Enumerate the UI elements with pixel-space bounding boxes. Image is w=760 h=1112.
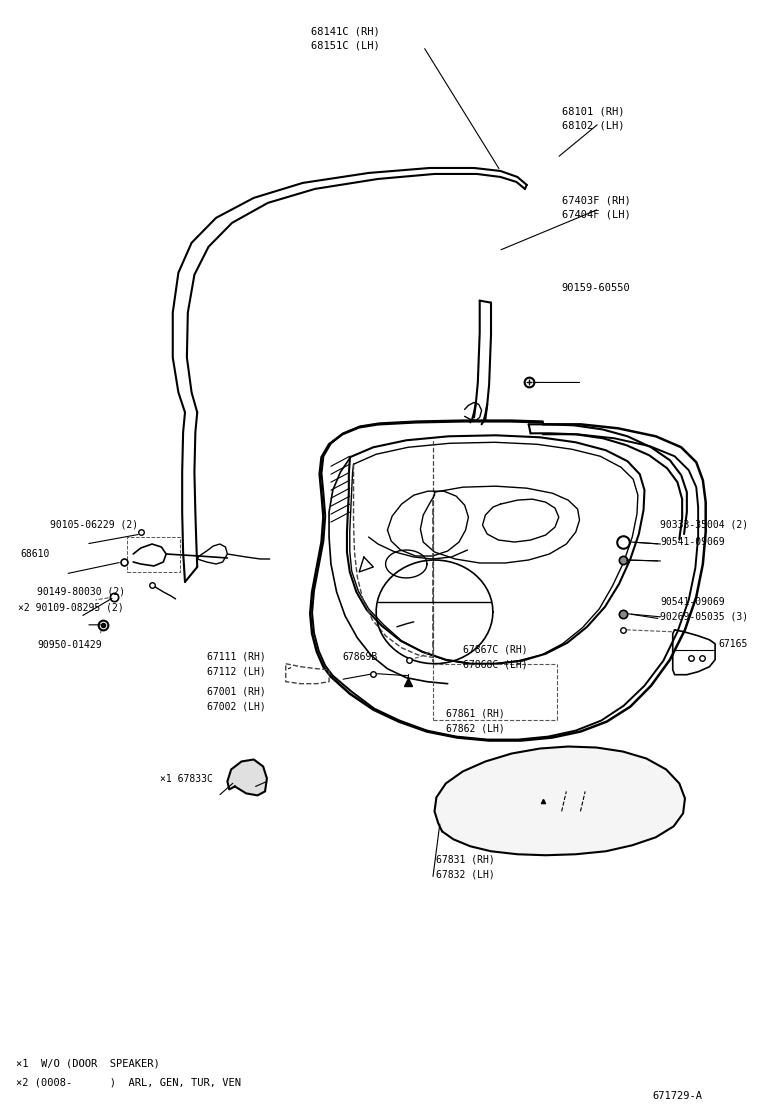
Text: 67165: 67165	[719, 638, 749, 648]
Text: 90159-60550: 90159-60550	[562, 282, 630, 292]
Text: ×2 90109-08295 (2): ×2 90109-08295 (2)	[18, 603, 124, 613]
Text: 67112 (LH): 67112 (LH)	[207, 667, 265, 677]
Text: 67111 (RH): 67111 (RH)	[207, 652, 265, 662]
Text: 67831 (RH): 67831 (RH)	[436, 854, 496, 864]
Text: 68141C (RH): 68141C (RH)	[311, 27, 379, 37]
Text: 67867C (RH): 67867C (RH)	[463, 645, 527, 655]
Text: 67403F (RH): 67403F (RH)	[562, 196, 630, 206]
Text: 90269-05035 (3): 90269-05035 (3)	[660, 612, 749, 622]
Text: 68151C (LH): 68151C (LH)	[311, 40, 379, 50]
Text: ×1 67833C: ×1 67833C	[160, 774, 213, 784]
Text: 68610: 68610	[21, 549, 49, 559]
Text: 90541-09069: 90541-09069	[660, 597, 725, 607]
Text: 67869B: 67869B	[342, 652, 378, 662]
Text: 67862 (LH): 67862 (LH)	[446, 724, 505, 734]
Text: 67832 (LH): 67832 (LH)	[436, 870, 496, 880]
Text: 67001 (RH): 67001 (RH)	[207, 687, 265, 696]
Text: 671729-A: 671729-A	[653, 1091, 703, 1101]
Polygon shape	[227, 759, 267, 795]
Text: 90541-09069: 90541-09069	[660, 537, 725, 547]
Text: ×1  W/O (DOOR  SPEAKER): ×1 W/O (DOOR SPEAKER)	[15, 1059, 160, 1069]
Text: 90149-80030 (2): 90149-80030 (2)	[37, 587, 125, 597]
Text: 90333-35004 (2): 90333-35004 (2)	[660, 519, 749, 529]
Text: 67404F (LH): 67404F (LH)	[562, 210, 630, 220]
Text: 90105-06229 (2): 90105-06229 (2)	[50, 519, 138, 529]
Text: 67861 (RH): 67861 (RH)	[446, 708, 505, 718]
Text: ×2 (0008-      )  ARL, GEN, TUR, VEN: ×2 (0008- ) ARL, GEN, TUR, VEN	[15, 1078, 240, 1088]
Text: 67868C (LH): 67868C (LH)	[463, 659, 527, 669]
Text: 68102 (LH): 68102 (LH)	[562, 120, 624, 130]
Text: 67002 (LH): 67002 (LH)	[207, 702, 265, 712]
Text: 90950-01429: 90950-01429	[37, 639, 102, 649]
Polygon shape	[435, 746, 685, 855]
Text: 68101 (RH): 68101 (RH)	[562, 106, 624, 116]
